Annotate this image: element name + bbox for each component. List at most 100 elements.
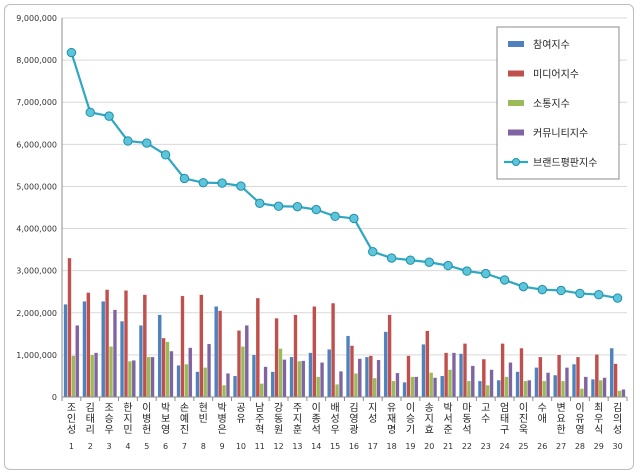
index-label-14: 14 [311,442,321,451]
brand-index-point-5 [142,138,152,148]
y-tick-label: 4,000,000 [16,225,57,234]
bar-2-20 [425,330,430,398]
bar-3-18 [391,380,396,398]
index-label-9: 9 [220,442,225,451]
index-label-12: 12 [273,442,283,451]
chart-frame: 0 1,000,000 2,000,000 3,000,000 4,000,000 5,0… [4,4,634,470]
bar-1-29 [590,379,595,398]
bar-1-15 [327,349,332,398]
bar-3-6 [165,341,170,398]
index-label-16: 16 [349,442,359,451]
bar-1-13 [289,356,294,398]
bar-4-26 [546,372,550,398]
index-label-15: 15 [330,442,340,451]
bar-2-13 [293,314,298,398]
bar-1-12 [270,371,275,398]
bar-2-19 [406,355,411,398]
bar-2-7 [180,295,185,398]
bar-2-14 [312,306,317,398]
bar-4-25 [527,380,532,398]
bar-2-9 [218,310,223,398]
brand-index-point-13 [292,201,303,212]
index-label-19: 19 [405,442,415,451]
index-label-28: 28 [575,442,585,451]
index-label-20: 20 [424,442,434,451]
bar-3-12 [278,348,283,398]
bar-1-14 [308,352,313,398]
bar-2-15 [331,302,336,398]
legend-swatch-3 [508,100,524,106]
bar-4-1 [75,325,80,398]
y-tick-label: 5,000,000 [16,182,57,191]
bar-4-27 [565,367,569,398]
bar-1-3 [101,301,106,398]
bar-3-7 [184,364,189,398]
line-series [66,47,623,303]
bar-2-18 [387,314,392,398]
bar-1-2 [82,301,87,398]
x-axis: 조 인 성 1 김 태 리 2 조 승 우 3 한 지 민 4 이 병 헌 5 박 보 영 6 손 예 진 7 현 빈 8 박 병 은 9 공 유 10 남… [61,396,628,451]
bar-2-22 [463,343,467,398]
bar-3-4 [127,361,132,398]
bar-3-15 [335,384,339,398]
bar-4-15 [339,371,343,398]
gridlines [62,17,627,398]
bar-1-27 [553,375,558,398]
brand-index-point-21 [443,260,453,271]
bar-4-7 [188,347,193,398]
bar-1-1 [63,304,68,398]
brand-index-point-14 [311,204,321,215]
bar-3-28 [579,388,584,398]
bar-4-22 [470,365,475,398]
legend-label-3: 소통지수 [533,98,570,110]
bar-2-8 [199,294,204,398]
bar-2-1 [67,257,72,398]
bar-2-5 [142,294,147,398]
bar-4-19 [414,376,419,398]
bar-1-23 [478,380,482,398]
bar-1-4 [120,321,124,398]
bar-3-30 [617,390,622,398]
index-label-23: 23 [481,442,491,451]
bar-2-24 [500,343,505,398]
index-label-30: 30 [612,442,622,451]
bar-1-20 [421,344,426,398]
bar-1-17 [365,356,369,398]
bar-2-11 [255,297,260,398]
bar-3-23 [485,385,490,398]
bar-4-18 [395,372,400,398]
bar-3-5 [146,356,151,398]
bar-4-16 [357,358,362,398]
index-label-21: 21 [443,442,453,451]
brand-index-point-11 [255,198,265,208]
legend-swatch-marker [512,158,520,166]
bar-4-28 [583,376,588,398]
bar-1-19 [402,382,407,398]
bar-4-6 [169,350,174,398]
brand-index-point-24 [499,275,510,285]
index-label-24: 24 [499,442,509,451]
bar-2-4 [124,290,128,398]
y-tick-label: 6,000,000 [16,140,57,149]
bar-4-3 [113,309,117,398]
bar-1-5 [139,325,143,398]
bar-4-13 [301,360,306,398]
bar-2-26 [538,356,543,398]
bar-1-18 [383,331,388,398]
brand-index-point-1 [66,47,77,58]
